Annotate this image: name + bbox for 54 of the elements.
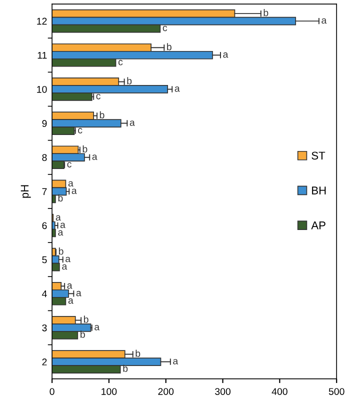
y-tick-label: 12 xyxy=(37,18,47,25)
data-label: b xyxy=(264,9,268,16)
data-label: b xyxy=(58,248,64,255)
data-label: a xyxy=(92,154,98,160)
y-tick-label: 6 xyxy=(42,222,47,230)
data-label: b xyxy=(167,43,172,50)
data-label: a xyxy=(174,86,180,92)
x-tick-label: 400 xyxy=(272,388,288,395)
data-label: b xyxy=(84,316,88,323)
data-label: a xyxy=(62,264,68,270)
data-label: a xyxy=(223,52,228,58)
data-label: a xyxy=(67,283,72,289)
data-label: a xyxy=(72,188,77,194)
data-label: a xyxy=(68,181,74,187)
data-label: c xyxy=(67,162,72,168)
y-tick-label: 9 xyxy=(42,120,47,127)
data-label: a xyxy=(94,324,100,330)
data-label: b xyxy=(100,111,104,118)
y-tick-label: 8 xyxy=(42,154,47,161)
data-label: a xyxy=(68,298,74,304)
data-label: b xyxy=(127,77,132,84)
y-tick-label: 5 xyxy=(42,256,47,264)
data-label: a xyxy=(66,256,71,262)
x-tick-label: 300 xyxy=(215,388,231,395)
legend-label: BH xyxy=(312,186,326,194)
x-tick-label: 200 xyxy=(158,388,174,395)
y-tick-label: 10 xyxy=(37,86,47,93)
y-tick-label: 4 xyxy=(42,290,47,298)
x-tick-label: 0 xyxy=(50,388,54,395)
y-axis-title: pH xyxy=(20,185,31,198)
y-tick-label: 3 xyxy=(42,324,47,332)
data-label: a xyxy=(58,230,64,236)
data-label: a xyxy=(173,359,178,364)
legend-label: AP xyxy=(311,222,326,230)
data-label: c xyxy=(162,26,168,32)
data-label: c xyxy=(96,94,100,100)
data-label: b xyxy=(123,364,128,372)
data-label: a xyxy=(322,18,327,24)
x-tick-label: 100 xyxy=(102,388,117,395)
data-label: b xyxy=(80,330,85,338)
y-tick-label: 11 xyxy=(38,52,47,59)
data-label: c xyxy=(78,128,82,134)
y-tick-label: 2 xyxy=(42,358,47,366)
y-tick-label: 7 xyxy=(42,188,47,195)
legend-label: ST xyxy=(312,152,326,160)
data-label: a xyxy=(60,222,66,228)
data-label: c xyxy=(118,60,123,66)
x-tick-label: 500 xyxy=(328,388,344,395)
data-label: a xyxy=(76,290,82,296)
data-label: b xyxy=(136,350,140,357)
data-label: a xyxy=(130,120,135,126)
data-label: a xyxy=(56,215,61,221)
data-label: b xyxy=(58,194,63,202)
data-label: b xyxy=(82,145,88,152)
